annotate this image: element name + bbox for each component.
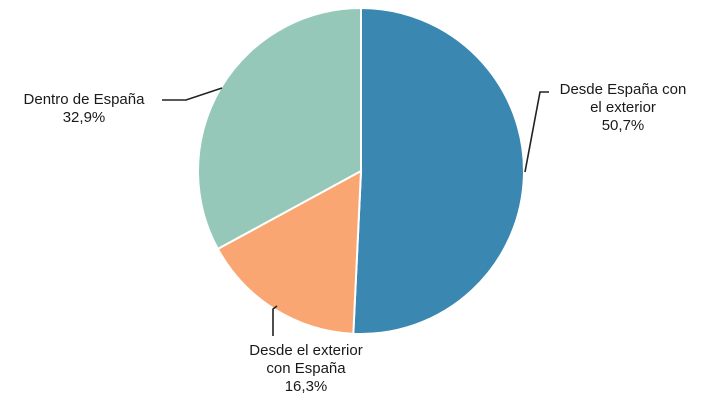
slice-name-label: Dentro de España [24,91,146,108]
leader-line-desde-el-exterior-con-espana [272,305,278,336]
slice-label-dentro-de-espana: Dentro de España 32,9% [24,91,146,126]
slice-name-label: Desde España con [560,81,687,98]
slice-name-label: Desde el exterior [249,342,362,359]
slice-label-desde-espana-con-el-exterior: Desde España con el exterior 50,7% [560,81,687,134]
slice-name-label: el exterior [590,99,656,116]
leader-line-desde-espana-con-el-exterior [524,91,549,173]
slice-name-label: con España [266,360,346,377]
pie-slice-desde-el-exterior-con-espana [216,169,363,335]
slice-value-label: 50,7% [602,117,645,134]
slice-labels: Desde España con el exterior 50,7% Desde el… [24,81,687,395]
slice-value-label: 16,3% [285,378,328,395]
slice-label-desde-el-exterior-con-espana: Desde el exterior con España 16,3% [249,342,362,395]
leader-lines [162,87,549,336]
leader-line-dentro-de-espana [162,87,223,101]
pie-slice-desde-espana-con-el-exterior [352,6,525,335]
pie-slices [197,6,525,335]
slice-value-label: 32,9% [63,109,106,126]
